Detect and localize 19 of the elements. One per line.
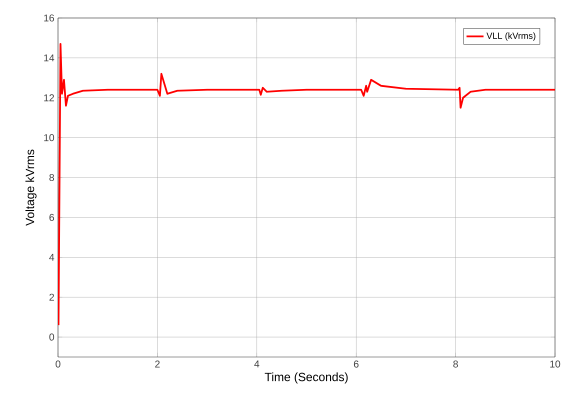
x-tick-label: 2 — [155, 360, 160, 368]
x-axis-title: Time (Seconds) — [264, 372, 348, 384]
x-tick-label: 6 — [354, 360, 359, 368]
legend-label: VLL (kVrms) — [486, 32, 536, 41]
y-tick-label: 14 — [44, 54, 54, 62]
y-tick-label: 4 — [49, 254, 54, 261]
y-tick-label: 16 — [44, 14, 54, 22]
y-tick-label: 8 — [49, 174, 54, 182]
x-tick-label: 10 — [550, 360, 560, 368]
y-tick-label: 0 — [49, 334, 54, 341]
y-tick-label: 10 — [44, 134, 54, 142]
y-axis-title: Voltage kVrms — [25, 150, 37, 226]
y-tick-label: 6 — [49, 214, 54, 221]
x-tick-label: 8 — [453, 360, 458, 368]
x-tick-label: 0 — [56, 360, 60, 368]
y-tick-label: 12 — [44, 94, 54, 102]
line-series — [58, 43, 556, 326]
y-tick-label: 2 — [49, 294, 54, 301]
x-tick-label: 4 — [254, 360, 260, 368]
